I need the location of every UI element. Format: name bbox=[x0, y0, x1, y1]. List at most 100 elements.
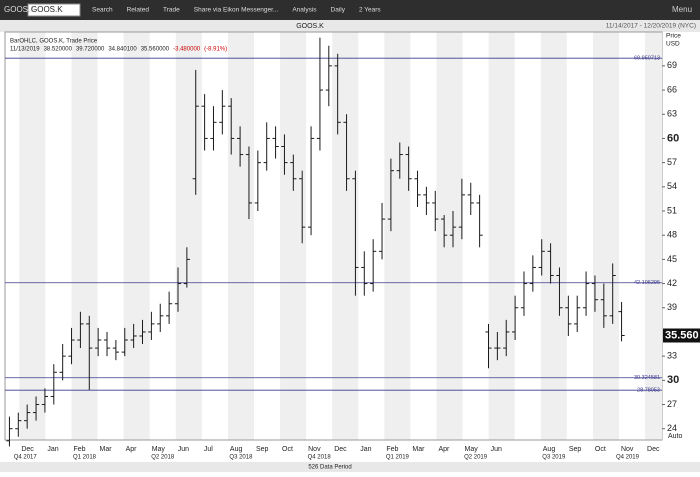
month-band bbox=[540, 32, 567, 440]
month-band bbox=[488, 32, 515, 440]
month-bands bbox=[19, 32, 662, 440]
ohlc-bar bbox=[192, 69, 199, 195]
month-band bbox=[592, 32, 619, 440]
ohlc-bar bbox=[307, 126, 315, 236]
y-tick-label: 33 bbox=[667, 351, 677, 361]
legend-value: 11/13/2019 bbox=[10, 47, 40, 53]
ohlc-bar bbox=[432, 190, 439, 232]
reference-label: 69.950713 bbox=[634, 56, 660, 62]
ohlc-bar bbox=[112, 340, 119, 361]
menu-button[interactable]: Menu bbox=[672, 5, 692, 14]
last-price-label: 35.560 bbox=[665, 329, 699, 341]
month-band bbox=[227, 32, 254, 440]
quarter-label: Q2 2018 bbox=[151, 455, 175, 461]
x-tick-label: Nov bbox=[308, 446, 321, 453]
y-tick-label: 45 bbox=[667, 254, 677, 264]
ohlc-bar bbox=[405, 146, 412, 191]
toolbar bbox=[0, 0, 700, 20]
x-tick-label: Jan bbox=[47, 446, 58, 453]
ohlc-bar bbox=[582, 271, 590, 316]
quarter-label: Q4 2019 bbox=[616, 455, 640, 461]
y-tick-label: 51 bbox=[667, 205, 677, 215]
y-tick-label: 39 bbox=[667, 302, 677, 312]
ohlc-bar bbox=[574, 295, 581, 332]
y-tick-label: 30 bbox=[667, 374, 679, 386]
ohlc-bar bbox=[325, 45, 332, 107]
x-tick-label: Oct bbox=[595, 446, 606, 453]
bars bbox=[6, 37, 625, 447]
quarter-label: Q4 2017 bbox=[14, 455, 38, 461]
month-band bbox=[71, 32, 98, 440]
month-band bbox=[175, 32, 202, 440]
toolbar-item[interactable]: Search bbox=[92, 7, 113, 14]
ohlc-bar bbox=[494, 331, 501, 361]
month-band bbox=[123, 32, 150, 440]
month-band bbox=[645, 32, 662, 440]
ohlc-bar bbox=[183, 247, 190, 288]
y-tick-label: 27 bbox=[667, 399, 677, 409]
reference-label: 42.106295 bbox=[634, 280, 660, 286]
ohlc-bar bbox=[414, 170, 421, 207]
toolbar-item[interactable]: Daily bbox=[331, 7, 346, 14]
y-tick-label: 24 bbox=[667, 423, 677, 433]
y-tick-label: 57 bbox=[667, 157, 677, 167]
toolbar-symbol-label: GOOS.K bbox=[4, 5, 36, 14]
x-tick-label: Mar bbox=[100, 446, 113, 453]
ohlc-bar bbox=[343, 114, 350, 191]
scale-mode[interactable]: Auto bbox=[668, 433, 683, 440]
y-tick-label: 60 bbox=[667, 132, 679, 144]
ohlc-bar bbox=[50, 364, 57, 405]
legend-values: 11/13/2019 38.520000 39.720000 34.840100 35.… bbox=[10, 47, 227, 53]
ohlc-bar bbox=[201, 94, 208, 151]
quarter-label: Q3 2018 bbox=[229, 455, 253, 461]
ohlc-bar bbox=[210, 106, 217, 151]
toolbar-item[interactable]: Related bbox=[127, 7, 150, 14]
ohlc-bar bbox=[609, 263, 616, 324]
toolbar-item[interactable]: Share via Eikon Messenger... bbox=[194, 7, 279, 14]
ohlc-bar bbox=[157, 303, 164, 332]
toolbar-item[interactable]: Analysis bbox=[292, 7, 317, 14]
ohlc-bar bbox=[512, 295, 519, 341]
x-tick-label: Jan bbox=[360, 446, 371, 453]
ohlc-bar bbox=[370, 239, 377, 292]
ohlc-bar bbox=[139, 319, 146, 345]
toolbar-item[interactable]: 2 Years bbox=[359, 7, 381, 14]
ohlc-bar bbox=[441, 215, 448, 248]
ohlc-bar bbox=[32, 396, 40, 421]
x-tick-label: Apr bbox=[126, 446, 138, 453]
ohlc-bar bbox=[467, 182, 474, 216]
y-tick-label: 48 bbox=[667, 230, 677, 240]
ohlc-bar bbox=[556, 267, 563, 316]
ohlc-bar bbox=[95, 327, 102, 357]
x-tick-label: Sep bbox=[569, 446, 582, 453]
ohlc-bar bbox=[378, 202, 386, 260]
ohlc-bar bbox=[121, 327, 128, 357]
x-tick-label: Feb bbox=[386, 446, 398, 453]
ohlc-bar bbox=[245, 146, 253, 220]
chart-header bbox=[0, 20, 700, 32]
last-price-box bbox=[663, 328, 700, 343]
quarter-label: Q4 2018 bbox=[308, 455, 332, 461]
symbol-input[interactable] bbox=[27, 3, 81, 17]
ohlc-bar bbox=[130, 323, 137, 349]
ohlc-bar bbox=[618, 301, 625, 342]
y-axis-unit: USD bbox=[666, 41, 680, 48]
x-tick-label: Sep bbox=[256, 446, 269, 453]
x-tick-label: Jul bbox=[204, 446, 213, 453]
legend-value: 35.560000 bbox=[141, 47, 170, 53]
toolbar-item[interactable]: Trade bbox=[163, 7, 180, 14]
date-range: 11/14/2017 - 12/20/2019 (NYC) bbox=[606, 23, 696, 30]
x-tick-label: Jun bbox=[491, 446, 502, 453]
y-tick-label: 63 bbox=[667, 109, 677, 119]
quarter-label: Q3 2019 bbox=[542, 455, 566, 461]
ohlc-bar bbox=[520, 271, 528, 316]
reference-label: 30.324581 bbox=[634, 375, 660, 381]
ohlc-bar bbox=[547, 243, 554, 284]
footer-bar bbox=[0, 462, 700, 472]
symbol-input-text[interactable]: GOOS.K bbox=[31, 5, 63, 14]
reference-label: 28.78053 bbox=[637, 388, 660, 394]
y-tick-label: 54 bbox=[667, 181, 677, 191]
ohlc-bar bbox=[41, 388, 49, 413]
ohlc-bar bbox=[6, 416, 13, 447]
